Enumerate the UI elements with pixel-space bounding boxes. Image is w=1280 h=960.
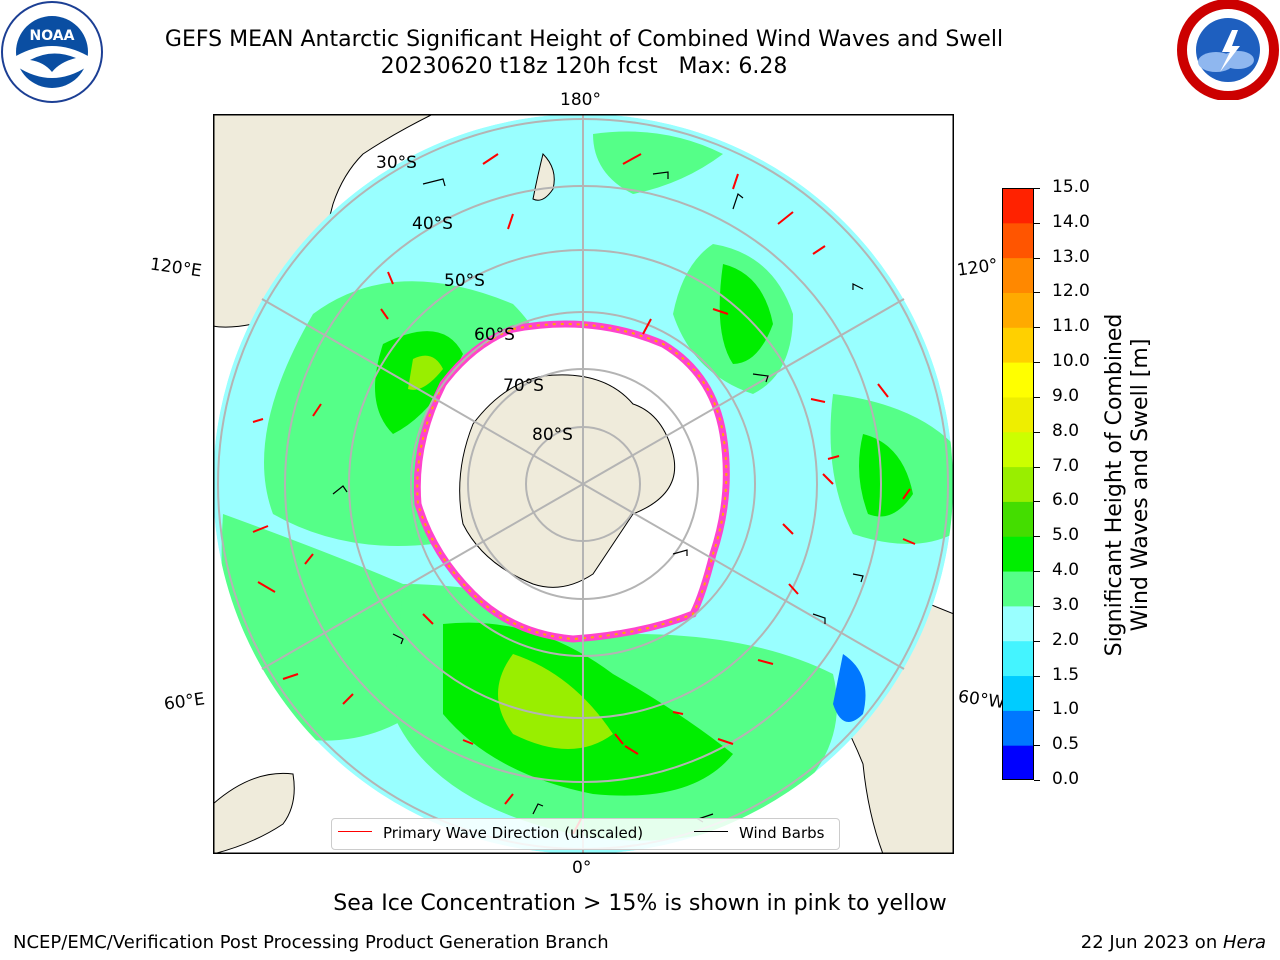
wind-barb-label: Wind Barbs bbox=[739, 824, 825, 842]
colorbar bbox=[1002, 188, 1034, 781]
colorbar-tick-label: 12.0 bbox=[1052, 281, 1090, 302]
lon-label-120w: 120° bbox=[955, 255, 1000, 281]
colorbar-tick-label: 1.5 bbox=[1052, 664, 1080, 685]
colorbar-bin bbox=[1002, 292, 1034, 328]
colorbar-tick-label: 15.0 bbox=[1052, 177, 1090, 197]
colorbar-tick-label: 6.0 bbox=[1052, 490, 1080, 511]
africa-land bbox=[213, 772, 295, 854]
lat-label-40s: 40°S bbox=[412, 214, 453, 234]
lon-label-60w: 60°W bbox=[956, 686, 1007, 714]
colorbar-tick-label: 0.0 bbox=[1052, 769, 1080, 789]
lat-label-80s: 80°S bbox=[532, 425, 573, 445]
colorbar-tick-mark bbox=[1034, 466, 1040, 468]
lat-label-50s: 50°S bbox=[444, 271, 485, 291]
colorbar-tick-label: 2.0 bbox=[1052, 629, 1080, 650]
lon-label-60e: 60°E bbox=[162, 689, 207, 715]
colorbar-tick-label: 4.0 bbox=[1052, 560, 1080, 581]
wind-barb-swatch bbox=[694, 831, 728, 832]
colorbar-tick-mark bbox=[1034, 745, 1040, 747]
colorbar-tick-label: 1.0 bbox=[1052, 699, 1080, 720]
colorbar-tick-label: 11.0 bbox=[1052, 316, 1090, 337]
colorbar-tick-mark bbox=[1034, 292, 1040, 294]
colorbar-tick-mark bbox=[1034, 571, 1040, 573]
polar-map bbox=[212, 113, 955, 855]
lat-label-60s: 60°S bbox=[474, 325, 515, 345]
colorbar-bin bbox=[1002, 640, 1034, 677]
title-line-1: GEFS MEAN Antarctic Significant Height o… bbox=[164, 27, 1004, 52]
colorbar-bin bbox=[1002, 501, 1034, 537]
colorbar-tick-label: 0.5 bbox=[1052, 734, 1080, 755]
colorbar-bin bbox=[1002, 222, 1034, 259]
colorbar-tick-label: 13.0 bbox=[1052, 246, 1090, 267]
colorbar-bin bbox=[1002, 466, 1034, 502]
colorbar-tick-mark bbox=[1034, 396, 1040, 398]
colorbar-bin bbox=[1002, 710, 1034, 746]
title-line-2: 20230620 t18z 120h fcst Max: 6.28 bbox=[380, 54, 788, 79]
colorbar-tick-mark bbox=[1034, 605, 1040, 607]
colorbar-bin bbox=[1002, 605, 1034, 642]
colorbar-tick-label: 5.0 bbox=[1052, 525, 1080, 546]
lon-label-0: 0° bbox=[572, 858, 592, 878]
colorbar-bin bbox=[1002, 327, 1034, 363]
noaa-logo: NOAA bbox=[0, 0, 104, 104]
colorbar-bin bbox=[1002, 257, 1034, 293]
lon-label-120e: 120°E bbox=[148, 254, 203, 282]
nws-logo bbox=[1176, 0, 1280, 101]
colorbar-tick-mark bbox=[1034, 501, 1040, 503]
colorbar-label: Significant Height of Combined Wind Wave… bbox=[1102, 313, 1153, 657]
wave-arrows bbox=[252, 153, 916, 835]
colorbar-tick-label: 7.0 bbox=[1052, 455, 1080, 476]
primary-wave-label: Primary Wave Direction (unscaled) bbox=[383, 824, 644, 842]
footer-branch: NCEP/EMC/Verification Post Processing Pr… bbox=[13, 932, 609, 953]
footer-date: 22 Jun 2023 on Hera bbox=[1080, 932, 1266, 953]
colorbar-bin bbox=[1002, 536, 1034, 572]
colorbar-bin bbox=[1002, 396, 1034, 433]
colorbar-tick-mark bbox=[1034, 710, 1040, 712]
colorbar-tick-mark bbox=[1034, 675, 1040, 677]
lat-label-70s: 70°S bbox=[503, 376, 544, 396]
colorbar-tick-label: 3.0 bbox=[1052, 594, 1080, 615]
lon-label-180: 180° bbox=[560, 90, 601, 110]
colorbar-tick-mark bbox=[1034, 536, 1040, 538]
colorbar-tick-mark bbox=[1034, 257, 1040, 259]
colorbar-bin bbox=[1002, 571, 1034, 607]
colorbar-tick-label: 14.0 bbox=[1052, 211, 1090, 232]
colorbar-tick-label: 8.0 bbox=[1052, 420, 1080, 441]
map-legend: Primary Wave Direction (unscaled) Wind B… bbox=[331, 818, 840, 850]
antarctica-land bbox=[459, 374, 676, 588]
colorbar-tick-mark bbox=[1034, 222, 1040, 224]
colorbar-bin bbox=[1002, 745, 1034, 781]
colorbar-tick-label: 10.0 bbox=[1052, 351, 1090, 372]
primary-wave-swatch bbox=[338, 831, 372, 832]
colorbar-tick-mark bbox=[1034, 780, 1040, 781]
colorbar-tick-mark bbox=[1034, 327, 1040, 329]
colorbar-tick-mark bbox=[1034, 362, 1040, 364]
colorbar-tick-mark bbox=[1034, 640, 1040, 642]
sea-ice-note: Sea Ice Concentration > 15% is shown in … bbox=[333, 891, 947, 916]
colorbar-bin bbox=[1002, 675, 1034, 711]
colorbar-bin bbox=[1002, 362, 1034, 398]
svg-text:NOAA: NOAA bbox=[30, 28, 75, 44]
colorbar-bin bbox=[1002, 188, 1034, 224]
colorbar-bin bbox=[1002, 431, 1034, 468]
lat-label-30s: 30°S bbox=[376, 153, 417, 173]
colorbar-tick-label: 9.0 bbox=[1052, 385, 1080, 406]
colorbar-tick-mark bbox=[1034, 431, 1040, 433]
colorbar-tick-mark bbox=[1034, 188, 1040, 189]
